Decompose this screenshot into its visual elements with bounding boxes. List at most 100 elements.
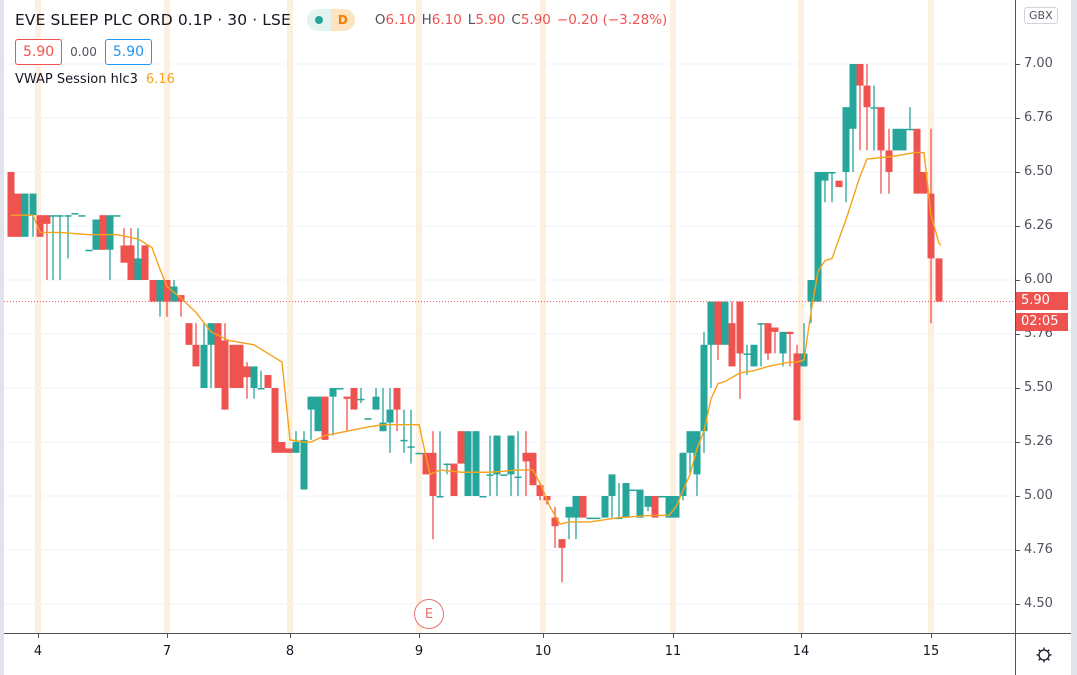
low-value: 5.90: [475, 12, 506, 28]
sell-bid-button[interactable]: 5.90: [15, 39, 63, 65]
candlestick-chart: [4, 0, 1015, 633]
price-tick: [1016, 280, 1020, 281]
candle-up: [906, 128, 914, 131]
candle-down: [536, 485, 544, 496]
candle-down: [43, 215, 51, 224]
candle-up: [472, 431, 480, 496]
price-tick: [1016, 388, 1020, 389]
candle-down: [736, 301, 744, 354]
time-tick: [290, 634, 291, 638]
time-label: 7: [162, 644, 172, 659]
left-border: [0, 0, 4, 675]
candle-up: [156, 280, 164, 302]
candle-up: [85, 249, 93, 252]
candle-up: [479, 496, 487, 498]
candle-down: [927, 193, 935, 259]
last-price-badge: 5.90: [1016, 292, 1068, 310]
close-key: C: [511, 12, 521, 28]
candle-up: [49, 215, 57, 217]
low-key: L: [467, 12, 476, 28]
candle-down: [429, 452, 437, 496]
candle-down: [522, 452, 530, 462]
candle-up: [743, 353, 751, 355]
session-break: [287, 0, 293, 633]
price-label: 6.76: [1024, 110, 1053, 125]
candle-down: [229, 344, 237, 388]
buy-ask-button[interactable]: 5.90: [104, 39, 153, 65]
candle-down: [856, 64, 864, 86]
price-tick: [1016, 442, 1020, 443]
vwap-line: [11, 151, 942, 525]
time-label: 9: [414, 644, 424, 659]
candle-up: [686, 431, 694, 453]
currency-badge[interactable]: GBX: [1024, 7, 1058, 24]
candle-down: [343, 396, 351, 399]
candle-up: [821, 172, 829, 181]
candle-down: [120, 245, 128, 263]
candle-down: [36, 215, 44, 237]
candle-down: [221, 340, 229, 410]
symbol-title[interactable]: EVE SLEEP PLC ORD 0.1P · 30 · LSE: [15, 11, 291, 29]
time-axis[interactable]: 4 7 8 9 10 11 14 15: [4, 633, 1015, 675]
price-tick: [1016, 550, 1020, 551]
time-label: 10: [534, 644, 552, 659]
candle-down: [393, 388, 401, 410]
candle-down: [163, 280, 171, 302]
market-status-pill[interactable]: D: [306, 9, 355, 31]
candle-down: [214, 323, 222, 388]
candle-down: [714, 301, 722, 345]
candle-up: [658, 496, 666, 498]
candle-down: [786, 331, 794, 334]
chart-settings-button[interactable]: [1015, 633, 1071, 675]
candle-down: [141, 245, 149, 280]
candle-up: [78, 215, 86, 217]
time-tick: [543, 634, 544, 638]
candle-down: [7, 172, 15, 237]
candle-down: [149, 280, 157, 302]
spread-value: 0.00: [70, 45, 97, 59]
candle-up: [364, 418, 372, 420]
green-dot-icon: [314, 16, 323, 24]
candle-down: [863, 85, 871, 108]
candle-down: [350, 388, 358, 410]
candle-up: [300, 439, 308, 490]
candle-down: [278, 442, 286, 453]
candle-down: [793, 353, 801, 421]
candle-up: [443, 463, 451, 466]
candle-down: [243, 366, 251, 378]
candle-up: [64, 215, 72, 217]
candle-down: [764, 323, 772, 354]
candle-up: [514, 476, 522, 479]
candle-up: [700, 344, 708, 432]
candle-down: [920, 172, 928, 194]
legend-title-row: EVE SLEEP PLC ORD 0.1P · 30 · LSE D O6.1…: [15, 8, 667, 32]
candle-down: [271, 388, 279, 453]
gear-icon: [1036, 647, 1051, 662]
candle-down: [579, 496, 587, 518]
candle-down: [835, 180, 843, 188]
candle-up: [464, 431, 472, 496]
price-pane[interactable]: [4, 0, 1015, 633]
candle-up: [593, 517, 601, 520]
time-tick: [419, 634, 420, 638]
right-border: [1071, 0, 1077, 675]
candle-down: [264, 375, 272, 388]
candle-down: [651, 496, 659, 518]
candle-down: [450, 463, 458, 496]
bar-countdown-badge: 02:05: [1016, 313, 1068, 331]
candle-up: [257, 388, 265, 390]
earnings-marker[interactable]: E: [414, 599, 444, 629]
candle-up: [307, 396, 315, 410]
candle-down: [551, 517, 559, 527]
earnings-marker-label: E: [424, 606, 434, 622]
session-break: [670, 0, 676, 633]
candle-down: [321, 396, 329, 440]
session-break: [35, 0, 41, 633]
ohlc-values: O6.10 H6.10 L5.90 C5.90 −0.20 (−3.28%): [375, 12, 667, 28]
candle-down: [558, 539, 566, 548]
candle-up: [608, 474, 616, 496]
candle-up: [601, 496, 609, 518]
indicator-legend-vwap[interactable]: VWAP Session hlc3 6.16: [15, 72, 667, 87]
candle-down: [935, 258, 943, 302]
time-tick: [167, 634, 168, 638]
